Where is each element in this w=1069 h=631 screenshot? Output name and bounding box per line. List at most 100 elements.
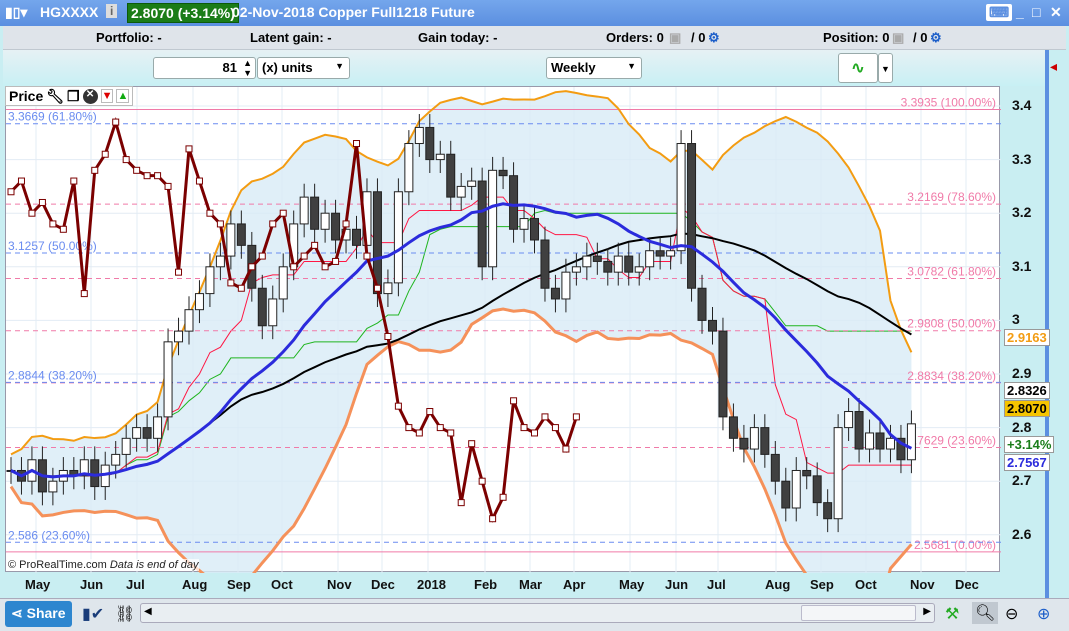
overlay-point — [248, 263, 256, 271]
bollinger-fill — [11, 91, 912, 616]
checklist-icon[interactable]: ▮✔ — [82, 606, 105, 623]
close-panel-icon[interactable]: ✕ — [82, 88, 98, 104]
change-tag: +3.14% — [1004, 435, 1055, 453]
fib-label: 2.5681 (0.00%) — [914, 538, 996, 552]
overlay-point — [499, 493, 507, 501]
candle-body — [488, 169, 498, 268]
candle-body — [163, 341, 173, 418]
candle-body — [844, 411, 854, 429]
orders: Orders: 0 — [606, 30, 664, 45]
auto-zoom-icon[interactable]: 🔍︎ — [972, 602, 999, 624]
add-indicator-button[interactable]: ∿ — [838, 53, 878, 83]
x-tick-label: Nov — [327, 577, 352, 592]
fib-blue-label: 2.8844 (38.20%) — [8, 368, 97, 382]
scroll-thumb[interactable] — [801, 605, 916, 621]
candle-body — [48, 480, 58, 493]
position-cancel-icon[interactable]: ▣ — [892, 30, 905, 45]
scroll-left-icon[interactable]: ◀ — [144, 606, 152, 617]
zoom-out-icon[interactable]: ⊖ — [1005, 606, 1019, 623]
keyboard-icon[interactable]: ⌨ — [986, 4, 1013, 21]
candle-body — [613, 255, 623, 273]
overlay-point — [59, 225, 67, 233]
overlay-point — [373, 284, 381, 292]
spinner-icon[interactable]: ▲ ▼ — [243, 58, 252, 78]
units-select[interactable]: (x) units ▼ — [257, 57, 350, 79]
overlay-point — [520, 424, 528, 432]
quantity-input[interactable]: 81 ▲ ▼ — [153, 57, 256, 79]
overlay-point — [478, 477, 486, 485]
window-icon[interactable]: ❐ — [67, 87, 80, 104]
close-button[interactable]: ✕ — [1050, 4, 1062, 20]
x-tick-label: Aug — [765, 577, 791, 592]
position-gear-icon[interactable]: ⚙ — [930, 30, 942, 45]
info-icon[interactable]: i — [106, 4, 118, 18]
candle-body — [530, 218, 539, 241]
candle-body — [739, 437, 749, 450]
chart-canvas[interactable]: 3.3935 (100.00%) 3.2169 (78.60%) 3.0782 (6… — [6, 87, 1001, 618]
portfolio: Portfolio: - — [96, 30, 162, 45]
move-down-icon[interactable]: ▼ — [100, 89, 114, 103]
link-icon[interactable]: ⛓ — [115, 606, 136, 623]
price-chart[interactable]: 3.3935 (100.00%) 3.2169 (78.60%) 3.0782 (6… — [5, 86, 1001, 618]
share-button[interactable]: ⋖ Share — [5, 601, 72, 627]
overlay-point — [363, 252, 371, 260]
zoom-in-icon[interactable]: ⊕ — [1037, 606, 1051, 623]
chevron-down-icon: ▼ — [335, 61, 344, 71]
candle-body — [550, 287, 560, 300]
wrench-icon[interactable]: 🔧︎ — [46, 87, 65, 104]
candle-body — [414, 126, 424, 145]
candle-body — [393, 191, 403, 284]
candle-body — [236, 223, 246, 246]
overlay-point — [206, 209, 214, 217]
x-tick-label: Aug — [182, 577, 208, 592]
maximize-button[interactable]: □ — [1032, 4, 1041, 20]
minimize-button[interactable]: _ — [1016, 4, 1024, 20]
horizontal-scrollbar[interactable]: ◀ ▶ — [140, 603, 935, 623]
overlay-point — [7, 188, 15, 196]
overlay-point — [426, 408, 434, 416]
y-tick-label: 3 — [1012, 311, 1020, 328]
move-up-icon[interactable]: ▲ — [116, 89, 130, 103]
timeframe-select[interactable]: Weekly ▼ — [546, 57, 642, 79]
overlay-point — [227, 279, 235, 287]
candle-body — [676, 143, 686, 252]
candle-body — [331, 212, 341, 241]
scroll-right-icon[interactable]: ▶ — [923, 606, 931, 617]
fib-label: 3.0782 (61.80%) — [907, 264, 996, 278]
overlay-point — [531, 429, 538, 437]
candle-body — [446, 153, 456, 198]
collapse-panel-icon[interactable]: ◂ — [1050, 58, 1058, 74]
y-tick-label: 3.3 — [1012, 150, 1032, 167]
overlay-point — [112, 118, 120, 126]
price-panel-header: Price 🔧︎ ❐ ✕ ▼ ▲ — [5, 86, 134, 106]
drawing-tool-icon[interactable]: ⚒ — [945, 606, 960, 623]
chevron-down-icon: ▼ — [627, 61, 636, 71]
orders-gear-icon[interactable]: ⚙ — [708, 30, 720, 45]
candle-body — [467, 180, 477, 187]
orders-cancel-icon[interactable]: ▣ — [669, 30, 682, 45]
candle-body — [278, 266, 288, 300]
overlay-point — [510, 397, 518, 405]
overlay-point — [133, 166, 141, 174]
fib-blue-label: 2.586 (23.60%) — [8, 528, 90, 542]
overlay-point — [342, 220, 350, 228]
fib-label: 3.2169 (78.60%) — [907, 190, 996, 204]
x-tick-label: Dec — [371, 577, 395, 592]
indicator-dropdown[interactable]: ▼ — [878, 53, 893, 83]
candle-body — [603, 260, 613, 273]
candlestick-icon[interactable]: ▮▯▾ — [5, 4, 28, 20]
candle-body — [174, 330, 184, 343]
fib-label: 3.3935 (100.00%) — [901, 95, 996, 109]
time-axis[interactable]: May Jun Jul Aug Sep Oct Nov Dec 2018 Feb Mar Apr May… — [5, 572, 1000, 598]
orders-total: / 0 — [691, 30, 706, 45]
symbol[interactable]: HGXXXX — [40, 4, 99, 20]
overlay-point — [311, 241, 319, 249]
candle-body — [624, 255, 634, 273]
overlay-point — [122, 156, 130, 164]
price-axis[interactable]: 3.4 3.3 3.2 3.1 3 2.9 2.8 2.7 2.6 2.9163 2.8326 2.8… — [1000, 86, 1055, 572]
y-tick-label: 3.2 — [1012, 204, 1032, 221]
instrument-description: 02-Nov-2018 Copper Full1218 Future — [232, 4, 475, 20]
overlay-point — [101, 150, 109, 158]
timeframe-value: Weekly — [551, 60, 596, 75]
panel-title: Price — [9, 88, 44, 104]
